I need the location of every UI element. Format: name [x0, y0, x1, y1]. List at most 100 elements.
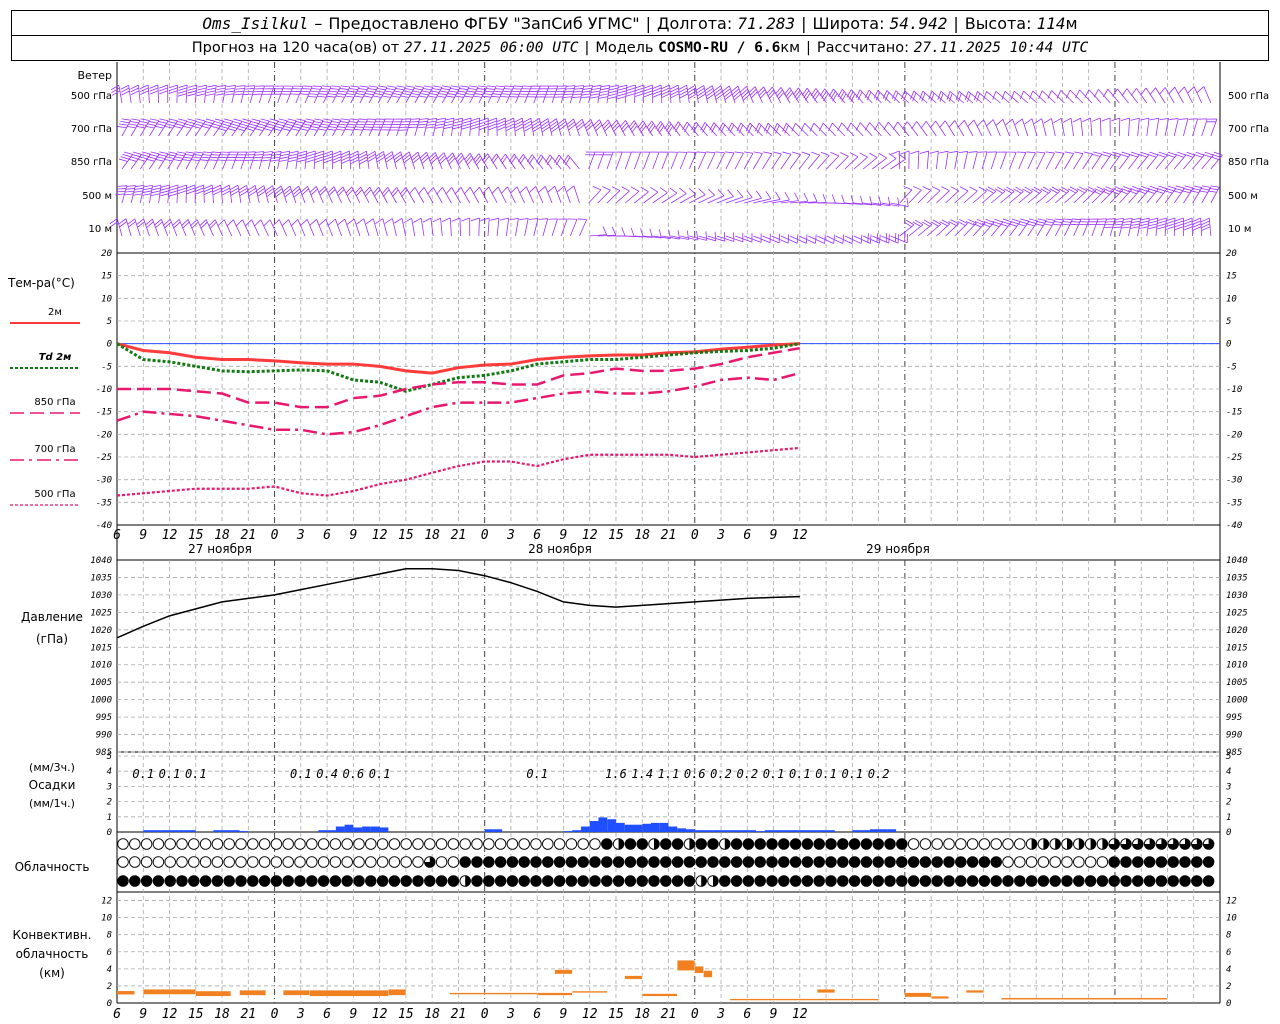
cloud-symbol [730, 856, 743, 868]
precip-bar [712, 830, 722, 832]
pressure-y-tick-right: 1025 [1226, 608, 1248, 618]
cloud-symbol [518, 875, 530, 887]
cloud-symbol [648, 856, 660, 868]
cloud-symbol [199, 838, 212, 850]
wind-barb [801, 87, 818, 104]
wind-barb [281, 85, 294, 104]
cloud-symbol [1143, 875, 1156, 887]
conv-bar [817, 989, 835, 993]
cloud-symbol-fill [618, 838, 624, 850]
cloud-symbol [825, 875, 837, 887]
cloud-symbol [919, 838, 932, 850]
wind-barb [226, 151, 239, 170]
wind-barb [828, 122, 846, 137]
cloud-symbol [778, 875, 790, 887]
wind-barb [110, 84, 123, 104]
wind-barb [798, 151, 811, 170]
precip-bar [686, 829, 695, 832]
wind-barb [1157, 217, 1167, 237]
longitude-label: Долгота: [657, 13, 733, 33]
precip-bar [370, 826, 380, 832]
wind-barb [390, 85, 406, 104]
cloud-symbol [601, 856, 613, 868]
precip-amount-label: 0.1 [763, 767, 785, 781]
wind-barb [680, 230, 699, 241]
wind-barb [436, 187, 452, 204]
cloud-symbol-fill [1203, 838, 1214, 850]
conv-title-line: облачность [16, 947, 89, 961]
wind-barb [1007, 151, 1017, 170]
cloud-symbol [660, 838, 672, 850]
precip-bar [729, 830, 739, 832]
x-tick-label-temp: 9 [770, 528, 778, 543]
cloud-symbol [754, 856, 766, 868]
wind-barb [780, 192, 799, 204]
wind-barb [281, 219, 297, 237]
wind-barb [145, 151, 160, 170]
cloud-symbol [719, 856, 731, 868]
pressure-y-tick-right: 985 [1226, 748, 1242, 758]
cloud-symbol [483, 838, 495, 850]
wind-barb [1119, 185, 1132, 204]
wind-barb [253, 85, 265, 104]
cloud-symbol [1191, 875, 1203, 887]
precip-bar [869, 829, 879, 832]
wind-barb [631, 151, 641, 170]
cloud-symbol [742, 838, 755, 850]
precip-bar [344, 824, 354, 832]
wind-barb [1149, 87, 1166, 104]
cloud-symbol [825, 838, 837, 850]
wind-barb [491, 186, 507, 204]
wind-barb [557, 118, 571, 137]
precip-bar [362, 826, 371, 832]
cloud-symbol [553, 838, 566, 850]
wind-barb [706, 151, 716, 170]
wind-barb [344, 118, 360, 137]
cloud-symbol [1002, 838, 1014, 850]
cloud-symbol-fill [424, 856, 436, 868]
wind-barb [844, 234, 863, 244]
wind-barb [1119, 151, 1131, 170]
cloud-symbol [848, 875, 861, 887]
precip-amount-label: 0.1 [185, 767, 207, 781]
wind-barb [118, 151, 133, 170]
cloud-symbol [565, 838, 578, 850]
wind-barb [1206, 118, 1218, 137]
latitude-label: Широта: [812, 13, 885, 33]
precip-amount-label: 0.2 [736, 767, 758, 781]
wind-barb [792, 87, 809, 104]
conv-title-line: (км) [39, 966, 65, 980]
temp-y-tick-right: -25 [1226, 453, 1242, 463]
precip-amount-label: 0.2 [868, 767, 890, 781]
precip-y-tick: 1 [107, 813, 112, 823]
cloud-symbol [223, 875, 235, 887]
wind-barb [624, 186, 640, 204]
precip-bar [589, 821, 599, 832]
cloud-symbol [695, 838, 707, 850]
wind-barb [1091, 117, 1102, 137]
wind-barb [911, 121, 928, 137]
conv-bar [388, 989, 407, 996]
wind-barb [208, 151, 222, 170]
wind-barb [610, 119, 626, 137]
wind-barb [372, 186, 388, 204]
wind-barb [1207, 185, 1220, 204]
cloud-symbol [447, 875, 460, 887]
altitude-value: 114 [1036, 13, 1066, 33]
wind-barb [1146, 151, 1159, 170]
wind-barb [695, 85, 708, 104]
wind-barb [1043, 118, 1056, 137]
wind-barb [1120, 117, 1131, 137]
cloud-symbol [1037, 875, 1050, 887]
wind-barb [356, 218, 370, 237]
conv-bar [703, 970, 713, 978]
wind-barb [243, 85, 256, 104]
x-tick-label-temp: 12 [372, 528, 388, 543]
cloud-symbol [365, 856, 377, 868]
pressure-y-tick-right: 1000 [1226, 696, 1248, 706]
conv-y-tick: 12 [101, 897, 112, 907]
x-tick-label-conv: 18 [634, 1007, 650, 1022]
wind-barb [771, 151, 782, 170]
precip-bar [169, 830, 179, 832]
wind-barb [118, 218, 132, 237]
